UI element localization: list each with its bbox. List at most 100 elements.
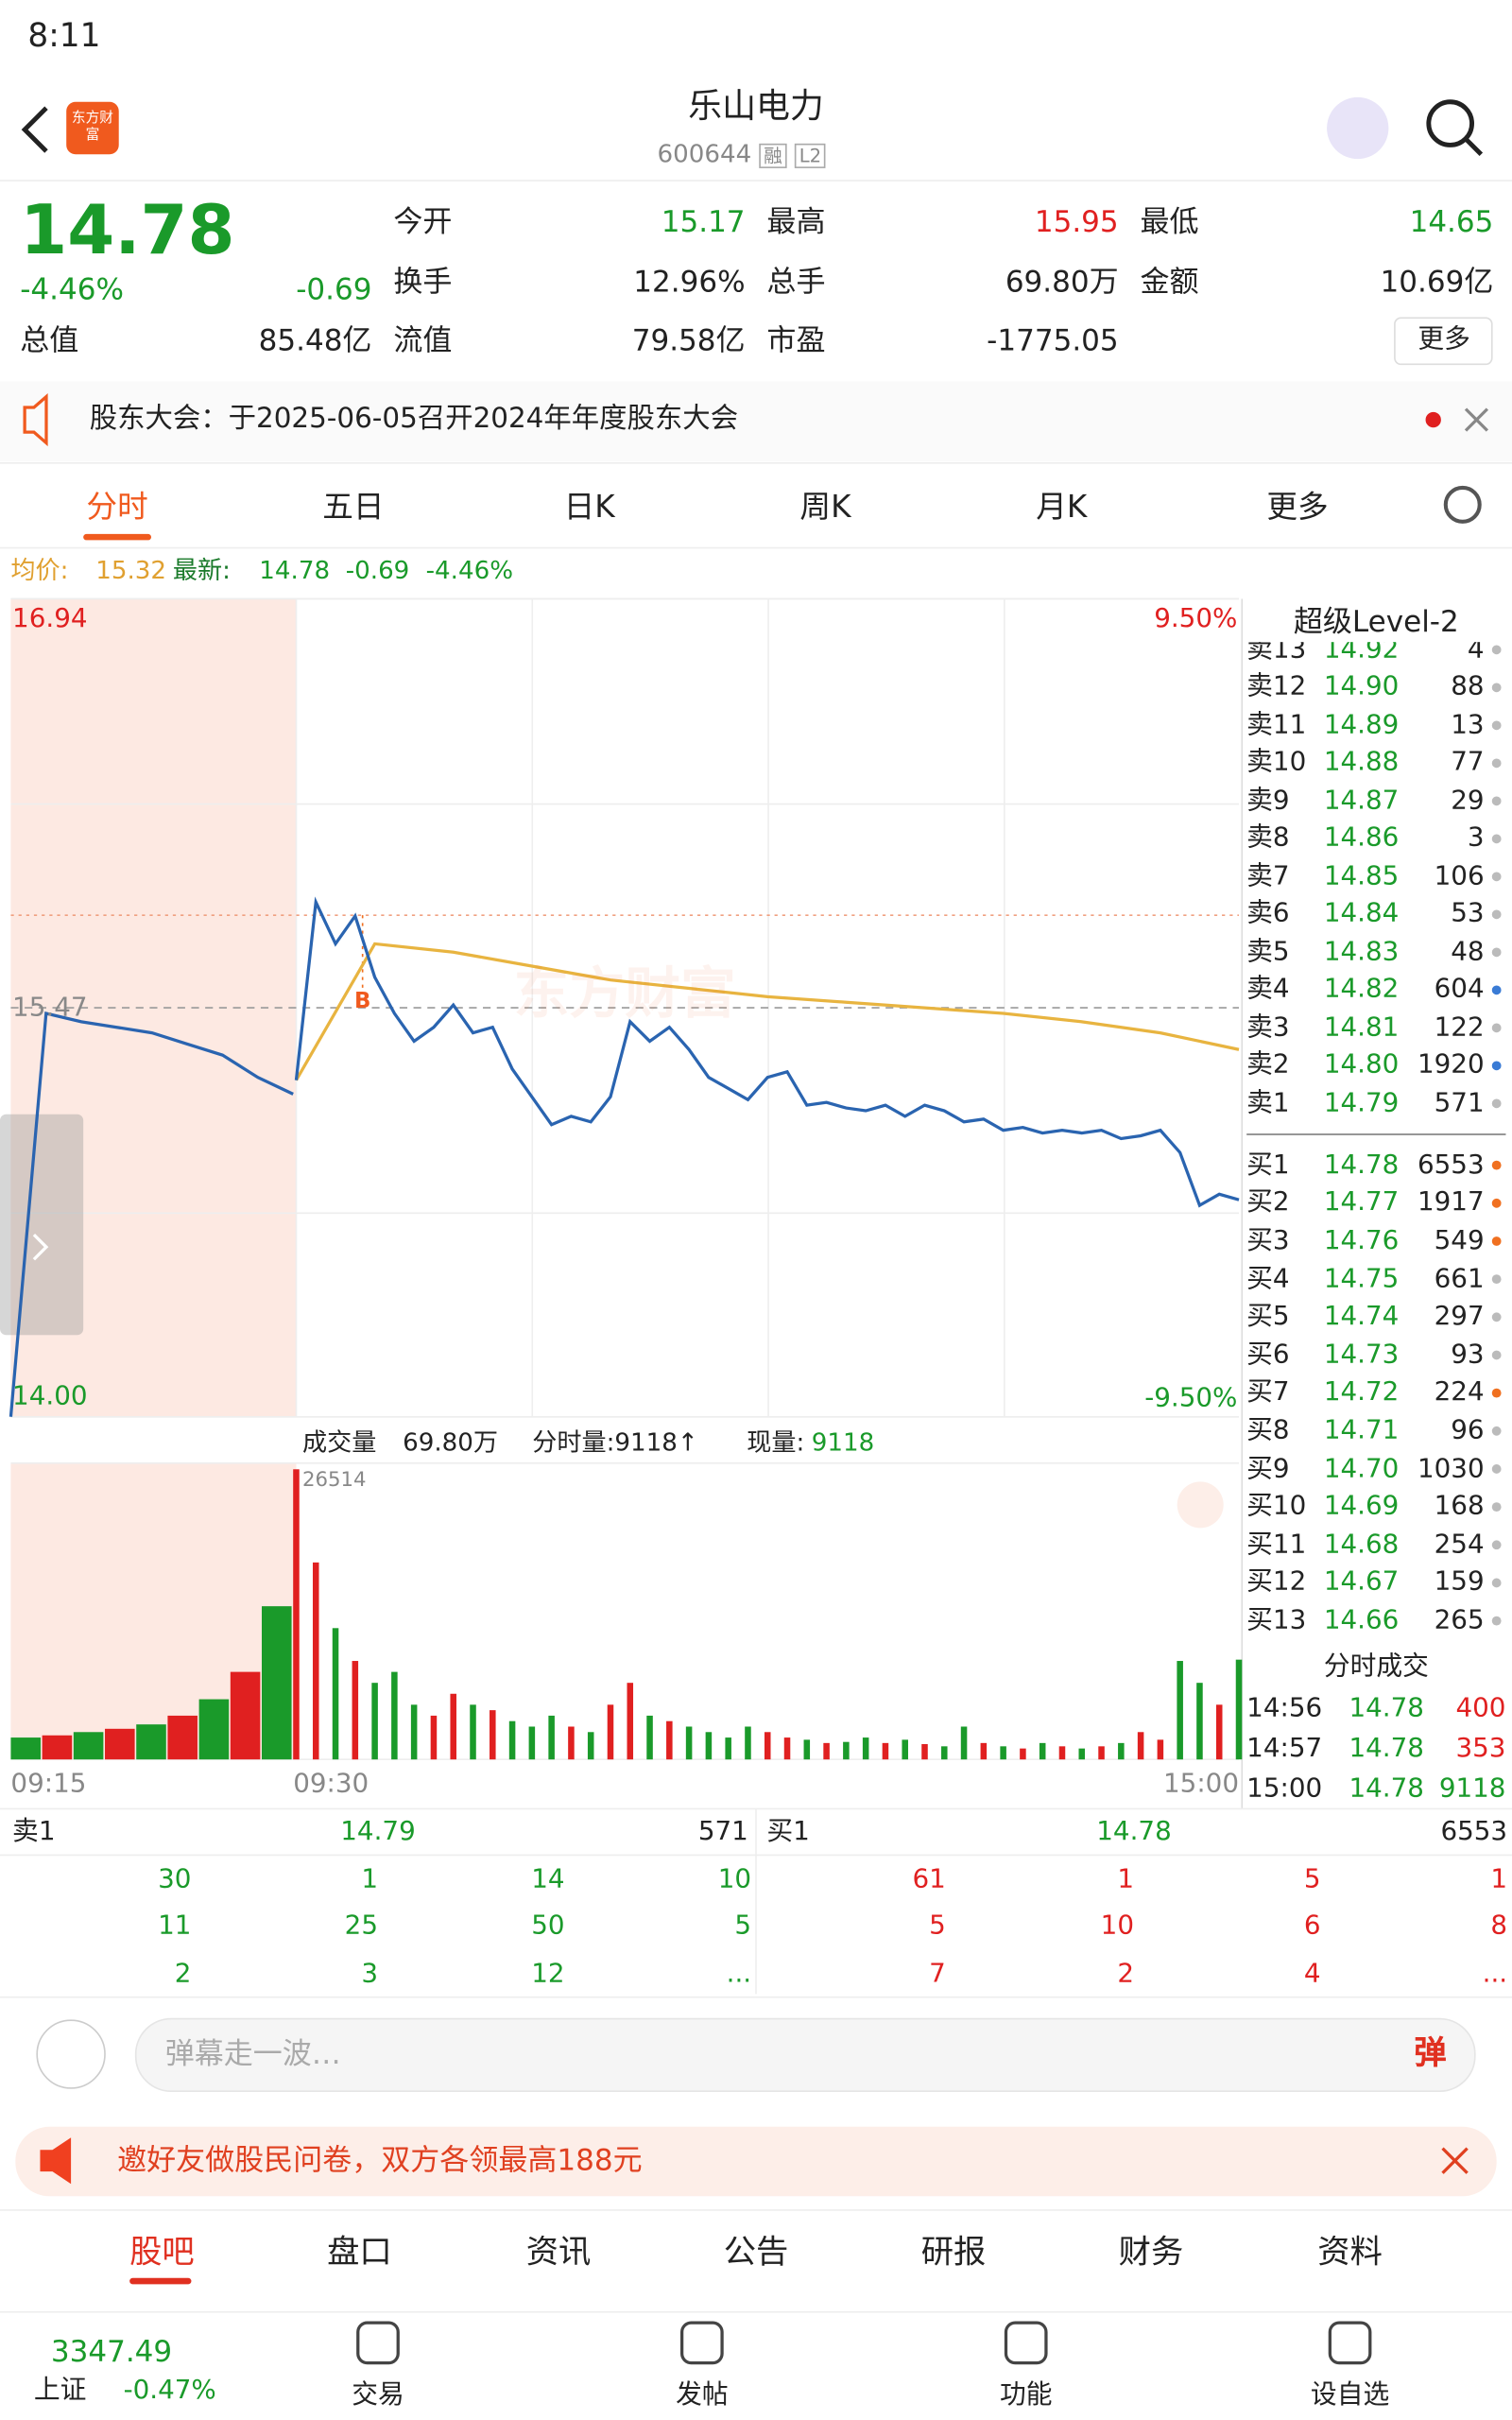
banner-bg[interactable] [15, 2126, 1497, 2197]
back[interactable] [21, 106, 48, 153]
tab[interactable]: 日K [563, 487, 615, 526]
notice-bg[interactable] [0, 381, 1512, 462]
volume-bar [371, 1683, 378, 1760]
queue-cell: 6 [1303, 1910, 1321, 1943]
subtab[interactable]: 研报 [920, 2234, 987, 2272]
volume-bar [430, 1715, 438, 1760]
change: -0.69 [296, 272, 372, 307]
volume-bar [352, 1661, 359, 1760]
nav-item[interactable]: 发帖 [676, 2379, 729, 2411]
depth-dot [1491, 796, 1502, 806]
depth-dot [1491, 683, 1502, 693]
banner-close[interactable] [1441, 2147, 1469, 2174]
level2-title[interactable]: 超级Level-2 [1293, 604, 1459, 639]
tab[interactable]: 周K [799, 487, 851, 526]
danmaku-button[interactable]: 弹 [1414, 2034, 1447, 2072]
x-tick-label: 15:00 [1163, 1768, 1240, 1800]
depth-dot [1491, 720, 1502, 731]
field-label: 换手 [393, 265, 453, 300]
subtab[interactable]: 财务 [1118, 2234, 1184, 2272]
depth-volume: 1917 [1417, 1187, 1485, 1219]
nav-item[interactable]: 设自选 [1310, 2379, 1390, 2411]
volume-bar [332, 1628, 339, 1760]
assistant[interactable] [1327, 96, 1389, 160]
depth-price: 14.72 [1323, 1376, 1400, 1409]
notice-close[interactable] [1464, 407, 1489, 432]
badge: L2 [794, 143, 827, 169]
nav-icon [1004, 2321, 1048, 2365]
volume-bar [783, 1737, 791, 1760]
volume-bar [450, 1693, 456, 1760]
volume-bar [607, 1704, 614, 1760]
depth-dot [1491, 645, 1502, 655]
volume-bar [262, 1606, 292, 1760]
banner-text[interactable]: 邀好友做股民问卷，双方各领最高188元 [117, 2143, 643, 2178]
volume-bar [1000, 1746, 1006, 1760]
pct-bottom: -9.50% [1144, 1382, 1238, 1414]
tab[interactable]: 五日 [322, 487, 385, 526]
volume-bar [685, 1726, 693, 1760]
volume-bar [803, 1739, 811, 1760]
depth-volume: 254 [1434, 1529, 1485, 1561]
volume-bar [960, 1726, 968, 1760]
volume-bar [42, 1735, 73, 1760]
depth-price: 14.66 [1323, 1604, 1400, 1636]
side-handle[interactable] [0, 1114, 84, 1336]
y-tick-label: 16.94 [12, 603, 88, 634]
depth-name: 买13 [1246, 1604, 1307, 1636]
tab[interactable]: 月K [1036, 487, 1088, 526]
depth-price: 14.70 [1323, 1453, 1400, 1484]
depth-name: 卖4 [1246, 974, 1290, 1006]
volume-bar [1118, 1742, 1125, 1760]
volume-bar [921, 1744, 928, 1760]
nav-item[interactable]: 功能 [999, 2379, 1053, 2411]
subtab[interactable]: 股吧 [129, 2234, 195, 2272]
depth-volume: 159 [1434, 1566, 1485, 1599]
change-percent: -4.46% [20, 272, 124, 307]
settings[interactable] [1443, 485, 1482, 524]
depth-volume: 571 [1434, 1087, 1485, 1119]
notice-text[interactable]: 股东大会：于2025-06-05召开2024年年度股东大会 [89, 403, 739, 436]
stock-name: 乐山电力 [688, 87, 824, 127]
field-value: 10.69亿 [1380, 265, 1494, 300]
nav-item[interactable]: 交易 [352, 2379, 404, 2411]
comment-placeholder[interactable]: 弹幕走一波… [164, 2036, 341, 2071]
depth-name: 买9 [1246, 1453, 1290, 1484]
trades-title[interactable]: 分时成交 [1323, 1651, 1429, 1683]
volume-bar [1157, 1739, 1164, 1760]
subtab[interactable]: 资料 [1317, 2234, 1383, 2272]
depth-name: 卖9 [1246, 785, 1290, 817]
search[interactable] [1426, 99, 1474, 147]
queue-label: 卖1 [12, 1816, 56, 1847]
index-value: 3347.49 [50, 2334, 173, 2369]
comment-input[interactable] [134, 2017, 1476, 2093]
depth-price: 14.73 [1323, 1339, 1400, 1371]
volume-bar [470, 1704, 476, 1760]
tab[interactable]: 分时 [86, 487, 148, 526]
expand[interactable] [1177, 1481, 1224, 1529]
queue-cell: 61 [912, 1863, 946, 1895]
notice-dot [1425, 411, 1441, 428]
volume-bar [1196, 1683, 1203, 1760]
volume-bar [587, 1732, 594, 1760]
depth-dot [1491, 1236, 1502, 1246]
more-button[interactable] [1394, 317, 1493, 366]
subtab[interactable]: 公告 [723, 2234, 789, 2272]
more-button[interactable]: 更多 [1418, 323, 1470, 355]
subtab[interactable]: 盘口 [327, 2234, 392, 2272]
subtab[interactable]: 资讯 [525, 2234, 592, 2272]
field-label: 最高 [766, 204, 826, 239]
comment-icon[interactable] [36, 2019, 106, 2089]
queue-price: 14.79 [340, 1816, 416, 1847]
tab[interactable]: 更多 [1266, 487, 1329, 526]
info-item: 14.78 [259, 556, 331, 586]
depth-dot [1491, 1160, 1502, 1170]
tab-underline [83, 533, 151, 541]
volume-label[interactable]: 成交量 [301, 1427, 377, 1458]
depth-name: 卖12 [1246, 671, 1307, 703]
depth-dot [1491, 872, 1502, 882]
volume-bar [745, 1726, 751, 1760]
field-value: 12.96% [633, 265, 746, 300]
queue-cell: 12 [531, 1958, 565, 1990]
